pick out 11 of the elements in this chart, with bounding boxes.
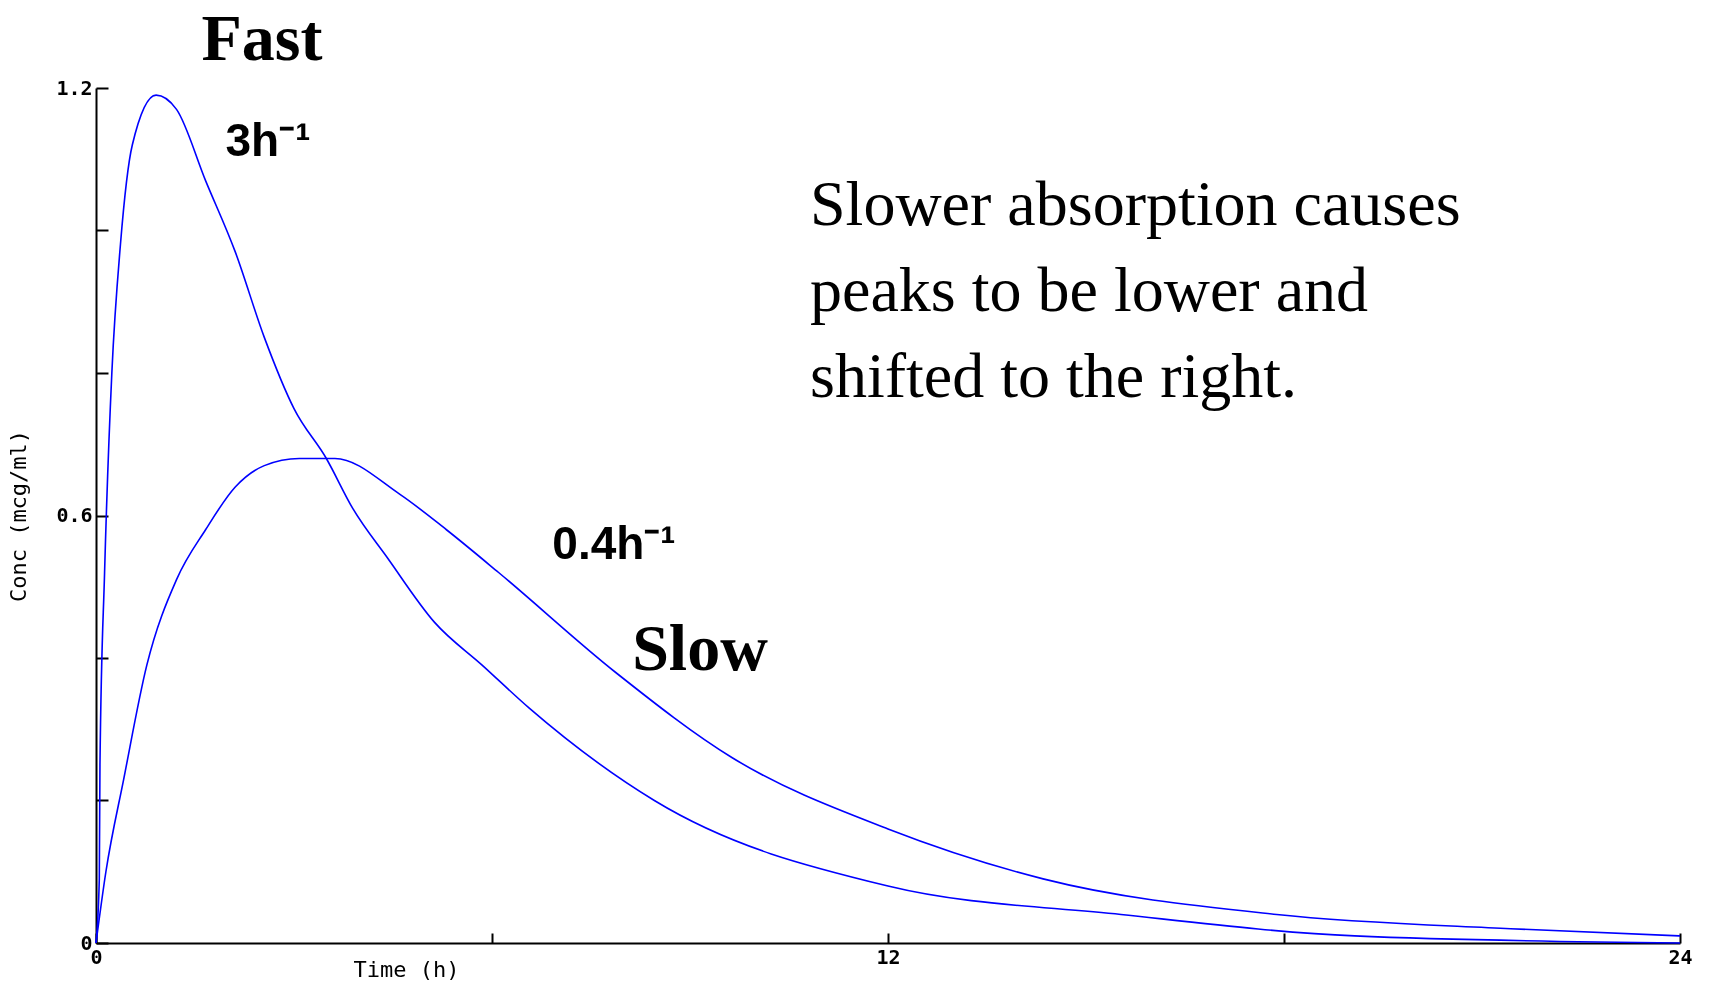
series-label: Fast	[201, 1, 323, 74]
y-tick-label: 1.2	[56, 75, 93, 100]
annotation: 0.4h⁻¹	[552, 517, 676, 569]
x-axis-title: Time (h)	[353, 956, 460, 982]
y-axis-title: Conc (mcg/ml)	[5, 429, 31, 603]
x-tick-label: 24	[1668, 944, 1693, 969]
annotation: Slower absorption causes peaks to be lower and shifted to the right.	[810, 168, 1461, 411]
annotation: 3h⁻¹	[225, 114, 311, 166]
series-label: Slow	[632, 611, 769, 684]
y-tick-label: 0.6	[56, 503, 93, 527]
x-tick-label: 12	[876, 944, 901, 969]
